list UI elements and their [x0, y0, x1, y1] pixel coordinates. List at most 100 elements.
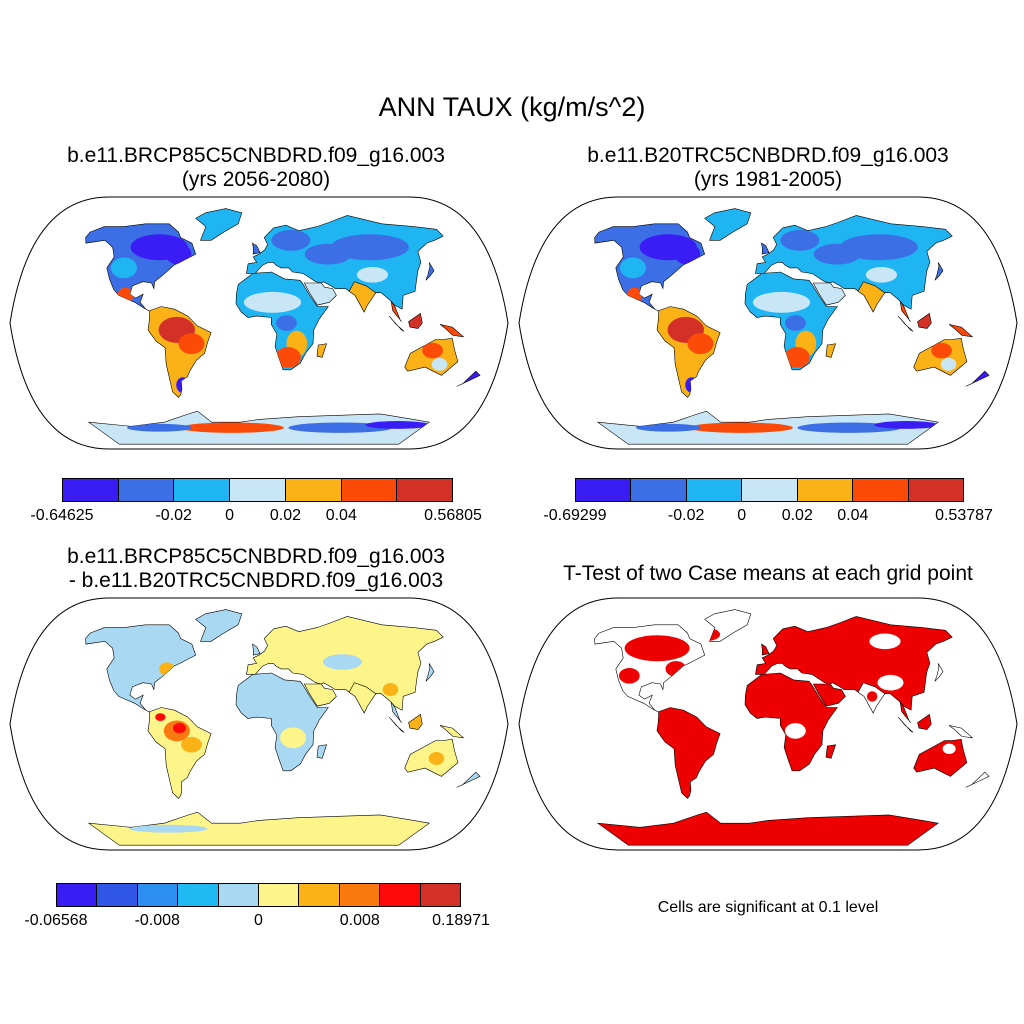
land-variation [618, 614, 956, 754]
panel4-map-border [518, 597, 1018, 851]
land-sumatra [388, 716, 405, 733]
land-variation-patch [674, 243, 701, 265]
panel2-map-border [518, 196, 1018, 450]
land-variation-patch [382, 683, 399, 697]
colorbar-swatch [686, 479, 743, 501]
colorbar-swatch [742, 479, 798, 501]
land-variation-patch [110, 257, 137, 279]
land-variation-patch [783, 347, 810, 368]
land-variation-patch [874, 421, 940, 429]
panel1-title: b.e11.BRCP85C5CNBDRD.f09_g16.003 (yrs 20… [0, 144, 512, 192]
land-arabia [812, 282, 846, 306]
colorbar-tick-label: 0.18971 [432, 912, 490, 929]
land-variation-patch [694, 627, 721, 641]
significance-note: Cells are significant at 0.1 level [657, 899, 879, 916]
land-variation-patch [155, 713, 166, 722]
colorbar-swatch [218, 884, 260, 906]
panel1-title-line1: b.e11.BRCP85C5CNBDRD.f09_g16.003 [67, 144, 445, 167]
panel3-colorbar [56, 883, 461, 907]
colorbar-tick-label: 0.04 [837, 507, 869, 524]
land-madagascar [316, 343, 328, 358]
colorbar-swatch [420, 884, 461, 906]
land-variation-patch [636, 423, 702, 432]
land-variation-patch [752, 291, 811, 313]
land-variation-patch [422, 342, 443, 359]
land-variation-patch [178, 333, 205, 355]
land-variation-patch [660, 297, 674, 308]
panel3-title-line1: b.e11.BRCP85C5CNBDRD.f09_g16.003 [67, 545, 445, 568]
land-variation [619, 229, 957, 433]
panel2-title: b.e11.B20TRC5CNBDRD.f09_g16.003 (yrs 198… [512, 144, 1024, 192]
land-variation-patch [271, 229, 311, 251]
land-northAmerica [85, 223, 197, 313]
colorbar-tick-label: 0.04 [325, 507, 357, 524]
land-sumatra [388, 315, 405, 332]
panel3-map [9, 597, 509, 851]
land-variation-patch [685, 377, 699, 393]
land-variation-patch [785, 315, 806, 331]
colorbar-swatch [299, 884, 340, 906]
land-sumatra [897, 315, 914, 332]
colorbar-swatch [397, 479, 453, 501]
colorbar-tick-label: -0.06568 [24, 912, 88, 929]
land-variation-patch [688, 422, 793, 433]
land-variation-patch [322, 654, 362, 670]
panel3-colorbar-labels: -0.06568 -0.008 0 0.008 0.18971 [24, 912, 490, 932]
land-borneo [917, 713, 932, 730]
panel1-colorbar-labels: -0.64625 -0.02 0 0.02 0.04 0.56805 [30, 507, 482, 527]
land-variation-patch [866, 691, 878, 702]
land-australia [913, 738, 968, 777]
colorbar-tick-label: -0.008 [134, 912, 180, 929]
land-variation-patch [718, 614, 745, 628]
colorbar-swatch [118, 479, 175, 501]
land-variation-patch [618, 667, 640, 684]
land-variation-patch [365, 421, 431, 429]
land-japan [934, 262, 944, 281]
land-greenland [195, 208, 243, 241]
land-variation-patch [931, 342, 952, 359]
land-india [857, 281, 886, 313]
land-variation [110, 229, 448, 433]
land-variation-patch [687, 333, 714, 355]
colorbar-swatch [853, 479, 909, 501]
land-arabia [303, 683, 337, 707]
panel3-title-line2: - b.e11.B20TRC5CNBDRD.f09_g16.003 [68, 569, 444, 592]
land-variation-patch [780, 229, 820, 251]
colorbar-tick-label: 0.56805 [424, 507, 482, 524]
colorbar-swatch [576, 479, 632, 501]
colorbar-swatch [174, 479, 231, 501]
land-africa [744, 672, 838, 772]
panel1-map [9, 196, 509, 450]
panel4-land [594, 609, 990, 846]
colorbar-tick-label: -0.02 [155, 507, 192, 524]
land-madagascar [825, 343, 837, 358]
panel4-title-line1: T-Test of two Case means at each grid po… [563, 562, 973, 585]
figure-title: ANN TAUX (kg/m/s^2) [378, 92, 646, 122]
land-variation-patch [619, 257, 646, 279]
land-uk [252, 242, 261, 255]
colorbar-tick-label: 0.008 [339, 912, 380, 929]
land-variation-patch [280, 727, 307, 749]
land-europeAsia [755, 616, 953, 714]
colorbar-swatch [97, 884, 138, 906]
land-variation-patch [129, 824, 208, 833]
land-newGuinea [439, 725, 465, 739]
colorbar-swatch [341, 479, 398, 501]
land-variation-patch [176, 377, 190, 393]
colorbar-tick-label: 0 [225, 507, 235, 524]
panel2-colorbar-labels: -0.69299 -0.02 0 0.02 0.04 0.53787 [543, 507, 993, 527]
land-seAsia [390, 300, 402, 322]
land-variation-patch [287, 824, 340, 833]
colorbar-swatch [631, 479, 687, 501]
panel2-colorbar [575, 478, 964, 502]
land-variation-patch [243, 291, 302, 313]
land-japan [425, 262, 435, 281]
land-variation-patch [179, 422, 284, 433]
land-variation-patch [877, 674, 904, 691]
colorbar-swatch [908, 479, 963, 501]
panel1-map-border [9, 196, 509, 450]
panel4-title: T-Test of two Case means at each grid po… [512, 562, 1024, 586]
land-india [348, 281, 377, 313]
land-variation-patch [940, 357, 957, 371]
panel1-land [85, 208, 481, 445]
